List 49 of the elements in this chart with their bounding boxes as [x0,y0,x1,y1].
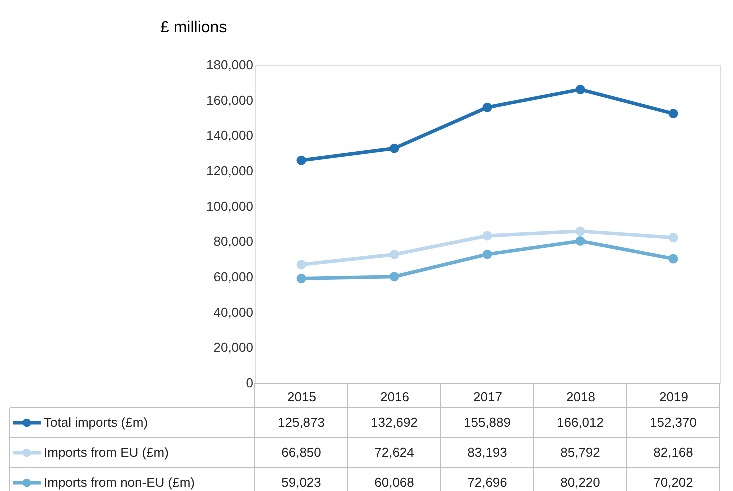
y-tick-label: 180,000 [206,58,254,72]
data-label: 125,873 [278,415,325,430]
y-tick-label: 20,000 [214,340,254,356]
point [482,250,492,260]
legend-label: Total imports (£m) [44,415,148,430]
point [668,254,678,264]
data-label: 132,692 [371,415,418,430]
point [482,231,492,241]
x-tick-label: 2019 [660,390,688,404]
point [296,156,306,166]
x-tick-label: 2015 [288,390,316,404]
point [296,260,306,270]
data-label: 66,850 [282,445,322,460]
y-tick-label: 0 [246,376,254,390]
point [390,250,400,260]
data-label: 85,792 [560,445,600,460]
legend-label: Imports from non-EU (£m) [44,475,195,490]
point [576,84,586,94]
y-axis-title: £ millions [160,20,228,36]
data-label: 152,370 [650,415,697,430]
point [576,226,586,236]
data-label: 60,068 [374,475,414,490]
data-label: 72,624 [374,445,414,460]
y-tick-label: 140,000 [206,128,254,144]
point [668,233,678,243]
y-tick-label: 100,000 [206,198,254,214]
y-tick-label: 120,000 [206,164,254,178]
y-tick-label: 60,000 [214,270,254,284]
point [668,109,678,119]
data-label: 70,202 [654,475,694,490]
y-tick-label: 160,000 [206,92,254,108]
point [296,274,306,284]
data-label: 166,012 [557,415,604,430]
data-label: 80,220 [560,475,600,490]
point [482,102,492,112]
y-tick-label: 40,000 [214,304,254,320]
data-label: 155,889 [464,415,511,430]
data-label: 83,193 [468,445,508,460]
data-label: 82,168 [654,445,694,460]
x-tick-label: 2018 [566,390,596,404]
point [390,272,400,282]
point [576,236,586,246]
point [390,144,400,154]
y-tick-label: 80,000 [214,234,254,250]
legend-label: Imports from EU (£m) [44,445,169,460]
data-label: 72,696 [468,475,508,490]
data-label: 59,023 [282,475,322,490]
x-tick-label: 2017 [474,390,502,404]
x-tick-label: 2016 [380,390,410,404]
